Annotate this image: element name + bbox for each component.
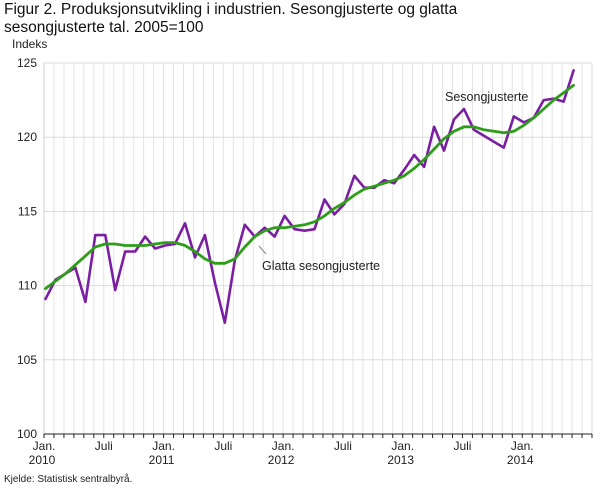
x-tick-label: Jan. bbox=[272, 439, 295, 453]
series-line-glatta bbox=[44, 83, 575, 291]
annotation-glatta: Glatta sesongjusterte bbox=[262, 259, 380, 273]
x-tick-label: Jan. bbox=[152, 439, 175, 453]
x-tick-year-label: 2013 bbox=[387, 453, 414, 467]
x-tick-year-label: 2012 bbox=[268, 453, 295, 467]
series-group bbox=[44, 69, 575, 325]
y-axis-label: Indeks bbox=[12, 37, 48, 51]
x-tick-label: Jan. bbox=[511, 439, 534, 453]
annotation-sesongjusterte: Sesongjusterte bbox=[445, 90, 528, 104]
x-tick-label: Juli bbox=[453, 439, 471, 453]
y-tick-label: 100 bbox=[17, 427, 37, 441]
x-tick-label: Juli bbox=[214, 439, 232, 453]
y-tick-label: 105 bbox=[17, 353, 37, 367]
x-tick-label: Jan. bbox=[33, 439, 56, 453]
source-note: Kjelde: Statistisk sentralbyrå. bbox=[4, 474, 133, 485]
y-tick-label: 120 bbox=[17, 130, 37, 144]
chart-title-line2: sesongjusterte tal. 2005=100 bbox=[4, 19, 204, 36]
y-tick-label: 115 bbox=[18, 204, 37, 218]
series-line-sesongjusterte bbox=[44, 69, 575, 325]
x-tick-label: Jan. bbox=[391, 439, 414, 453]
x-tick-year-label: 2010 bbox=[29, 453, 56, 467]
x-tick-label: Juli bbox=[95, 439, 113, 453]
grid-lines bbox=[44, 62, 593, 435]
x-tick-year-label: 2011 bbox=[149, 453, 175, 467]
y-tick-label: 110 bbox=[18, 279, 37, 293]
axes bbox=[43, 63, 593, 438]
chart-title-line1: Figur 2. Produksjonsutvikling i industri… bbox=[4, 1, 458, 18]
y-tick-label: 125 bbox=[17, 56, 37, 70]
x-tick-year-label: 2014 bbox=[507, 453, 534, 467]
annotation-pointer bbox=[258, 245, 267, 255]
chart-title: Figur 2. Produksjonsutvikling i industri… bbox=[4, 1, 604, 37]
x-tick-label: Juli bbox=[334, 439, 352, 453]
annotations: Sesongjusterte Glatta sesongjusterte bbox=[258, 90, 528, 273]
y-tick-labels: 100 105 110 115 120 125 bbox=[17, 56, 37, 441]
